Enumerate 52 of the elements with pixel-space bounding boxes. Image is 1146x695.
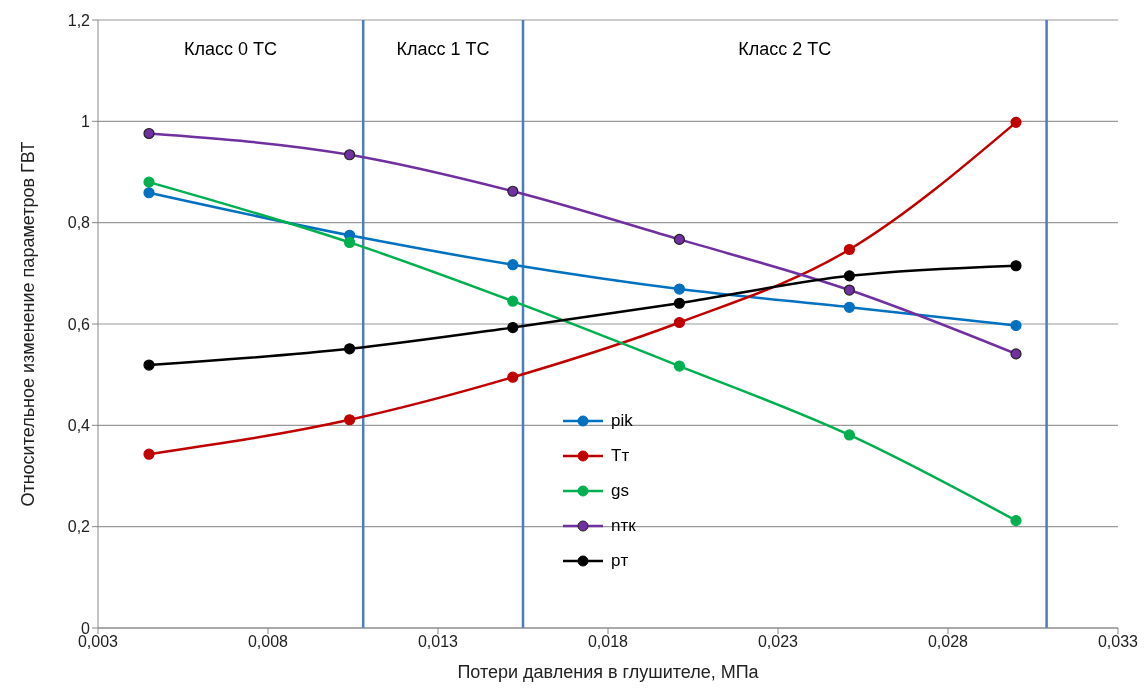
legend-label: Tт	[611, 445, 630, 467]
annotation: Класс 0 ТС	[184, 38, 278, 59]
point	[507, 259, 519, 271]
x-tick-label: 0,018	[587, 633, 629, 651]
legend-label: gs	[611, 480, 629, 502]
y-tick-label: 0,6	[67, 315, 91, 333]
point	[143, 448, 155, 460]
legend-label: pik	[611, 410, 633, 432]
point	[673, 283, 685, 295]
point	[673, 233, 685, 245]
point	[507, 321, 519, 334]
point	[344, 414, 356, 426]
legend-label: pт	[611, 550, 629, 572]
y-tick-label: 0,8	[67, 214, 91, 232]
legend-label: nтк	[611, 515, 636, 537]
point	[673, 316, 685, 329]
x-tick-label: 0,028	[927, 633, 969, 651]
x-tick-label: 0,023	[757, 633, 799, 651]
point	[143, 187, 155, 199]
x-tick-label: 0,008	[247, 633, 289, 651]
point	[673, 297, 685, 309]
point	[344, 343, 356, 355]
point	[843, 243, 855, 256]
x-tick-label: 0,013	[417, 633, 459, 651]
point	[843, 301, 855, 313]
point	[1010, 319, 1022, 332]
annotation: Класс 2 ТС	[738, 38, 832, 59]
point	[843, 429, 855, 441]
point	[143, 176, 155, 188]
y-tick-label: 1	[81, 113, 91, 131]
x-axis-title: Потери давления в глушителе, МПа	[457, 662, 760, 682]
y-axis-title: Относительное изменение параметров ГВТ	[18, 141, 39, 507]
point	[143, 127, 155, 140]
point	[1010, 116, 1022, 128]
annotation: Класс 1 ТС	[396, 38, 490, 59]
point	[507, 295, 519, 307]
y-tick-label: 0,4	[67, 417, 91, 435]
point	[507, 371, 519, 383]
y-tick-label: 1,2	[67, 11, 91, 29]
point	[507, 185, 519, 197]
point	[1010, 514, 1022, 527]
point	[673, 360, 685, 372]
point	[344, 236, 356, 249]
point	[344, 149, 356, 161]
point	[1010, 348, 1022, 360]
point	[843, 284, 855, 296]
point	[1010, 260, 1022, 272]
point	[143, 359, 155, 371]
x-tick-label: 0,033	[1097, 633, 1139, 651]
y-tick-label: 0,2	[67, 518, 91, 536]
point	[843, 270, 855, 282]
x-tick-label: 0,003	[77, 633, 119, 651]
